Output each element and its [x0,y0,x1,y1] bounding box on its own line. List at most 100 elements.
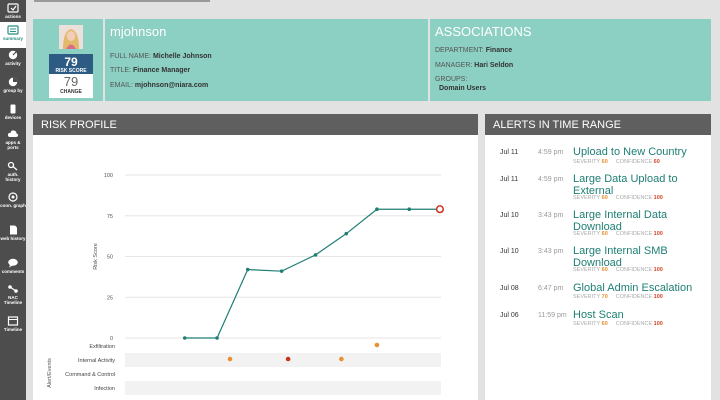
y-tick-label: 100 [104,173,113,179]
y-tick-label: 0 [110,336,113,342]
email-value[interactable]: mjohnson@niara.com [134,82,209,89]
alert-date: Jul 10 [500,248,519,255]
risk-profile-panel: RISK PROFILE 100 75 50 25 0 Risk Score Exfiltr… [33,114,478,400]
sidebar-item-group-by[interactable]: group by [0,74,26,100]
sidebar-item-label: actions [5,14,21,19]
sidebar-item-devices[interactable]: devices [0,101,26,127]
sidebar-item-label: summary [2,36,23,41]
sidebar-item-comments[interactable]: comments [0,255,26,281]
risk-score-point [215,336,219,340]
severity-value: 60 [601,267,608,273]
devices-icon [10,104,16,114]
comments-icon [8,258,18,268]
alert-meta: SEVERITY 70 CONFIDENCE 100 [573,294,663,300]
activity-icon [8,50,18,60]
severity-label: SEVERITY [573,294,601,300]
y-tick-label: 75 [107,214,113,220]
confidence-label: CONFIDENCE [615,294,653,300]
sidebar-item-label: group by [3,88,23,93]
alert-title-link[interactable]: Large Internal Data Download [573,209,668,233]
severity-value: 60 [601,321,608,327]
risk-score-point [279,269,284,273]
alert-title-link[interactable]: Upload to New Country [573,146,687,158]
alert-meta: SEVERITY 60 CONFIDENCE 100 [573,195,663,201]
confidence-value: 60 [653,159,660,165]
sidebar-item-conn-graph[interactable]: conn. graph [0,189,26,215]
risk-score-point [182,336,187,340]
sidebar-item-actions[interactable]: actions [0,0,26,26]
sidebar-item-label: activity [5,61,21,66]
alert-date: Jul 11 [500,149,519,156]
y-tick-label: 25 [107,295,113,301]
sidebar-item-nac-timeline[interactable]: NAC Timeline [0,281,26,307]
actions-icon [7,3,19,13]
sidebar-item-label: auth. history [5,172,21,182]
event-category-label: Command & Control [65,372,115,378]
alert-time: 4:59 pm [538,176,564,183]
risk-score-point [313,253,318,257]
email-label: EMAIL: [110,82,133,89]
avatar [59,25,83,49]
alert-time: 4:59 pm [538,149,564,156]
conn-graph-icon [8,192,18,202]
email-row: EMAIL: mjohnson@niara.com [110,82,208,89]
sidebar-item-auth-history[interactable]: auth. history [0,158,26,184]
severity-value: 70 [601,294,608,300]
sidebar-item-summary[interactable]: summary [0,22,26,48]
sidebar-item-activity[interactable]: activity [0,47,26,73]
alert-title-link[interactable]: Host Scan [573,309,624,321]
sidebar-item-label: Timeline [3,327,23,332]
user-avatar-card: 79 RISK SCORE 79 CHANGE [33,19,103,101]
sidebar-item-apps-ports[interactable]: apps & ports [0,126,26,152]
sidebar-item-label: apps & ports [5,140,21,150]
groups-row: GROUPS: [435,76,467,83]
risk-profile-chart: 100 75 50 25 0 Risk Score Exfiltration Internal… [47,173,444,395]
alert-date: Jul 11 [500,176,519,183]
alert-time: 11:59 pm [538,312,567,319]
confidence-label: CONFIDENCE [615,195,653,201]
alert-time: 6:47 pm [538,285,564,292]
current-score-point [435,205,444,214]
group-by-icon [8,77,18,87]
risk-score-box: 79 RISK SCORE 79 CHANGE [49,54,93,98]
event-dot [374,342,380,348]
associations-card: ASSOCIATIONS DEPARTMENT: Finance MANAGER… [430,19,711,101]
risk-score-value: 79 [64,55,78,69]
full-name-row: FULL NAME: Michelle Johnson [110,53,212,60]
event-category-label: Infection [94,386,115,392]
change-value: 79 [63,74,79,89]
change-label: CHANGE [60,89,82,95]
web-history-icon [10,225,17,235]
confidence-value: 100 [653,321,663,327]
event-row-band [125,381,441,395]
event-dot [285,356,291,362]
alerts-title: ALERTS IN TIME RANGE [485,114,711,135]
timeline-icon [7,316,19,326]
top-divider [34,0,210,2]
alert-time: 3:43 pm [538,212,564,219]
sidebar-item-timeline[interactable]: Timeline [0,313,26,339]
associations-heading: ASSOCIATIONS [435,24,532,39]
alert-title-link[interactable]: Large Data Upload to External [573,173,678,197]
risk-profile-title: RISK PROFILE [33,114,478,135]
alert-title-link[interactable]: Large Internal SMB Download [573,245,668,269]
y-tick-label: 50 [107,255,113,261]
event-dot [227,356,233,362]
event-row-band [125,353,441,367]
user-details-card: mjohnson FULL NAME: Michelle Johnson TIT… [105,19,428,101]
sidebar-item-web-history[interactable]: web history [0,222,26,248]
risk-score-point [407,207,412,212]
confidence-value: 100 [653,294,663,300]
risk-score-point [344,231,349,236]
alert-time: 3:43 pm [538,248,564,255]
event-dot [339,356,344,362]
alert-title-link[interactable]: Global Admin Escalation [573,282,693,294]
alert-meta: SEVERITY 60 CONFIDENCE 100 [573,267,663,273]
main-content: 79 RISK SCORE 79 CHANGE mjohnson FULL NA… [26,0,720,400]
severity-label: SEVERITY [573,159,601,165]
risk-score-point [245,267,250,272]
events-axis-label: Alert/Events [47,358,53,388]
department-label: DEPARTMENT: [435,47,484,54]
alert-date: Jul 06 [500,312,519,319]
group-item: Domain Users [439,85,486,92]
